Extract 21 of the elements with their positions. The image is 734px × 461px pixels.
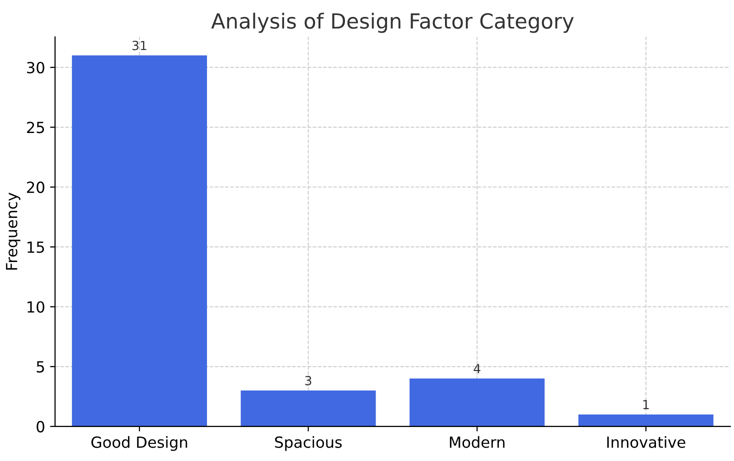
y-tick-label: 25 <box>27 122 44 134</box>
bar <box>578 414 714 426</box>
y-tick-label: 20 <box>27 182 44 194</box>
data-label: 31 <box>132 40 146 50</box>
data-label: 1 <box>643 400 649 410</box>
bar <box>72 55 207 426</box>
y-axis-title: Frequency <box>6 192 20 270</box>
y-tick-label: 15 <box>28 242 44 253</box>
bar <box>240 390 376 426</box>
chart-title: Analysis of Design Factor Category <box>211 12 574 33</box>
y-tick-label: 10 <box>28 301 44 313</box>
x-tick-label: Spacious <box>275 436 342 451</box>
x-tick-label: Modern <box>450 436 504 448</box>
x-tick-label: Innovative <box>607 436 686 448</box>
data-label: 4 <box>474 364 480 374</box>
y-tick-label: 5 <box>36 361 44 373</box>
x-tick-label: Good Design <box>91 436 188 451</box>
data-label: 3 <box>305 376 312 386</box>
bar <box>410 378 545 426</box>
y-tick-label: 30 <box>27 62 44 74</box>
y-tick-label: 0 <box>36 420 44 432</box>
